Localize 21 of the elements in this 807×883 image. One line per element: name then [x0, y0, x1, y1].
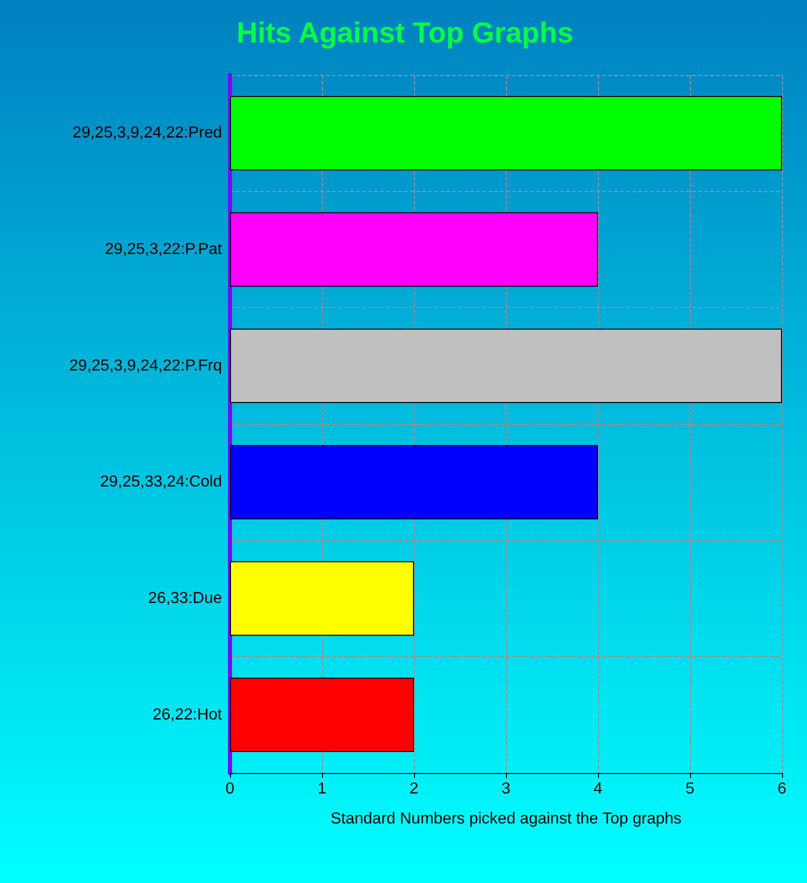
- y-tick-label: 29,25,3,9,24,22:P.Frq: [69, 357, 222, 374]
- x-tick-label: 1: [318, 780, 327, 798]
- y-tick-label: 26,22:Hot: [152, 706, 223, 724]
- bar: [230, 561, 414, 636]
- chart-title: Hits Against Top Graphs: [236, 18, 574, 50]
- y-tick-label: 29,25,33,24:Cold: [100, 474, 222, 491]
- y-tick-label: 29,25,3,22:P.Pat: [104, 241, 223, 258]
- x-tick-label: 5: [686, 780, 695, 798]
- x-tick-label: 2: [410, 780, 419, 798]
- x-tick-label: 6: [778, 780, 787, 798]
- y-tick-label: 26,33:Due: [148, 590, 222, 607]
- y-tick-label: 29,25,3,9,24,22:Pred: [72, 124, 222, 142]
- bar: [230, 678, 414, 752]
- bar: [230, 212, 598, 287]
- bar: [230, 96, 782, 170]
- x-tick-label: 0: [226, 780, 235, 798]
- x-tick-label: 4: [594, 780, 603, 798]
- x-axis-title: Standard Numbers picked against the Top graphs: [330, 810, 682, 828]
- bar: [230, 444, 598, 520]
- bar: [230, 328, 782, 404]
- x-tick-label: 3: [502, 780, 511, 798]
